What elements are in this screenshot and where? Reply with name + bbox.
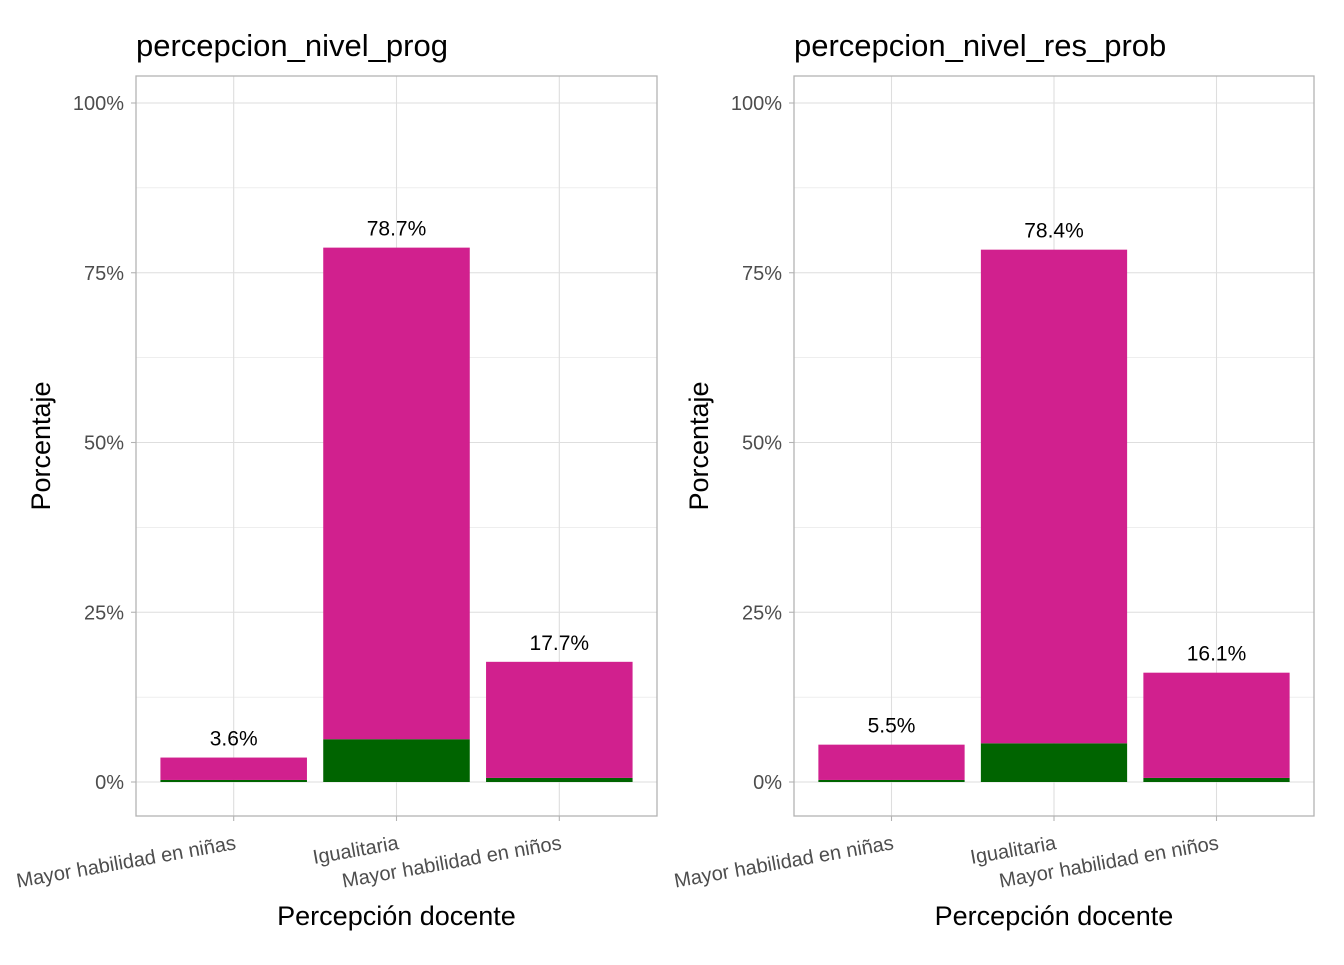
bar-segment-green [818, 779, 965, 782]
chart-panel-1: 3.6% 78.7% 17.7% 0% 25% 50% 75% 100% Mayor habil… [15, 28, 658, 931]
y-tick-label: 50% [84, 433, 124, 455]
y-tick-label: 25% [742, 602, 782, 624]
data-label: 5.5% [868, 715, 916, 738]
y-tick-label: 50% [742, 433, 782, 455]
y-tick-label: 100% [73, 93, 124, 115]
bar-segment-magenta [818, 744, 965, 780]
data-label: 17.7% [530, 632, 590, 655]
x-axis-label: Percepción docente [277, 901, 516, 931]
bar-segment-magenta [486, 661, 633, 778]
y-tick-label: 0% [95, 772, 124, 794]
y-tick-label: 75% [84, 263, 124, 285]
chart-title: percepcion_nivel_res_prob [794, 28, 1166, 63]
y-tick-label: 75% [742, 263, 782, 285]
data-label: 78.7% [367, 218, 427, 241]
x-tick-label: Mayor habilidad en niñas [673, 832, 896, 892]
y-tick-label: 0% [753, 772, 782, 794]
bar-segment-magenta [160, 757, 307, 780]
bar-segment-magenta [980, 249, 1128, 744]
data-label: 78.4% [1024, 220, 1084, 243]
data-label: 16.1% [1187, 643, 1247, 666]
y-axis-label: Porcentaje [684, 381, 714, 510]
bar-segment-magenta [1143, 672, 1290, 778]
data-label: 3.6% [210, 728, 258, 751]
y-tick-label: 100% [731, 93, 782, 115]
bar-segment-green [486, 777, 633, 782]
chart-panel-2: 5.5% 78.4% 16.1% 0% 25% 50% 75% 100% Mayor habil… [673, 28, 1315, 931]
y-axis-label: Porcentaje [26, 381, 56, 510]
bar-segment-magenta [323, 247, 470, 740]
bar-segment-green [980, 743, 1128, 782]
y-tick-label: 25% [84, 602, 124, 624]
bar-segment-green [323, 739, 470, 782]
x-axis-label: Percepción docente [935, 901, 1174, 931]
bar-segment-green [160, 779, 307, 782]
x-tick-label: Mayor habilidad en niñas [15, 832, 238, 892]
chart-title: percepcion_nivel_prog [136, 28, 448, 63]
bar-segment-green [1143, 777, 1290, 782]
